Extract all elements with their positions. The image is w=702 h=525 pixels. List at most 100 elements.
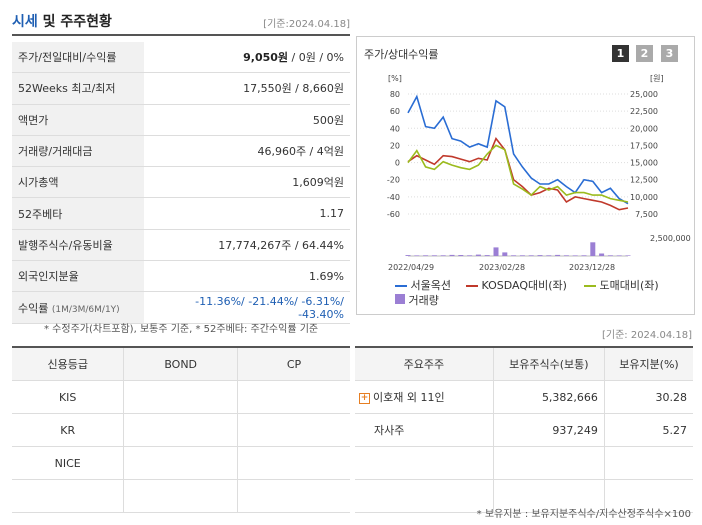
left-tick-label: 20 [390, 141, 400, 150]
credit-cell [123, 413, 238, 447]
volume-bar [616, 255, 622, 256]
info-value: 1.69% [144, 260, 350, 293]
info-label-text: 외국인지분율 [18, 270, 79, 284]
left-tick-label: 80 [390, 90, 400, 99]
volume-bar [563, 255, 569, 256]
credit-cell [236, 446, 350, 480]
right-tick-label: 12,500 [630, 176, 658, 185]
legend-swatch-green [584, 285, 596, 287]
current-price: 9,050원 [243, 51, 289, 65]
header-rule [12, 34, 350, 36]
title-highlight: 시세 [12, 14, 38, 30]
credit-cell [236, 380, 350, 414]
info-value-text: 17,774,267주 / 64.44% [218, 238, 344, 252]
legend-swatch-red [466, 285, 478, 287]
holder-column-header: 주요주주 [355, 346, 494, 381]
credit-column-header: 신용등급 [12, 346, 125, 381]
info-row: 외국인지분율 1.69% [12, 260, 350, 293]
chart-page-2-button[interactable]: 2 [636, 45, 653, 62]
volume-bar [502, 252, 508, 256]
right-unit: [원] [650, 74, 664, 83]
volume-bar [555, 254, 561, 256]
info-label: 발행주식수/유동비율 [12, 229, 144, 262]
volume-bar [599, 253, 605, 256]
credit-cell [236, 413, 350, 447]
chart-y-ticks: 80 25,000 60 22,500 40 20,000 20 17,500 0 15,000 -… [387, 90, 658, 219]
volume-bar [537, 255, 543, 256]
info-label: 수익률 (1M/3M/6M/1Y) [12, 291, 144, 324]
page-title: 시세 및 주주현황 [12, 11, 112, 31]
volume-bar [423, 255, 429, 256]
info-label: 52Weeks 최고/최저 [12, 72, 144, 105]
volume-bar [467, 255, 473, 256]
volume-bar [528, 255, 534, 256]
expand-plus-icon[interactable]: + [359, 392, 370, 404]
volume-bar [484, 255, 490, 256]
right-tick-label: 22,500 [630, 107, 658, 116]
right-tick-label: 10,000 [630, 193, 658, 202]
volume-bar [625, 255, 631, 256]
left-tick-label: -20 [387, 176, 400, 185]
info-label: 액면가 [12, 104, 144, 136]
left-tick-label: -60 [387, 210, 400, 219]
info-label-text: 52Weeks 최고/최저 [18, 82, 116, 96]
left-tick-label: 0 [395, 159, 400, 168]
legend-item-volume: 거래량 [395, 292, 439, 308]
info-label: 시가총액 [12, 166, 144, 199]
credit-cell: NICE [12, 446, 125, 480]
legend-label: KOSDAQ대비(좌) [481, 279, 567, 292]
volume-bar [458, 255, 464, 256]
volume-bar [546, 255, 552, 256]
credit-cell [236, 479, 350, 513]
holder-row [355, 446, 693, 480]
info-label-text: 시가총액 [18, 176, 59, 190]
holder-shares [492, 446, 605, 480]
holder-note: * 보유지분 : 보유지분주식수/지수산정주식수×100 [476, 509, 691, 520]
x-label-2: 2023/02/28 [479, 263, 525, 272]
volume-bar [475, 254, 481, 256]
credit-cell [123, 479, 238, 513]
holder-shares: 937,249 [492, 413, 605, 447]
info-row: 52Weeks 최고/최저 17,550원 / 8,660원 [12, 72, 350, 105]
info-value-text: 1,609억원 [292, 176, 344, 190]
volume-bars [405, 242, 631, 256]
info-label-text: 주가/전일대비/수익률 [18, 51, 117, 65]
credit-rating-table: 신용등급 BOND CP KIS KR NICE [12, 346, 350, 513]
volume-bar [440, 255, 446, 256]
right-tick-label: 7,500 [635, 210, 658, 219]
legend-label: 도매대비(좌) [599, 279, 659, 292]
holder-column-header: 보유지분(%) [603, 346, 693, 381]
holder-row [355, 479, 693, 513]
volume-bar [511, 255, 517, 256]
holder-name-cell: 자사주 [355, 413, 494, 447]
info-label: 외국인지분율 [12, 260, 144, 293]
credit-row: KIS [12, 380, 350, 414]
price-info-table: 주가/전일대비/수익률 9,050원 / 0원 / 0% 52Weeks 최고/최저… [12, 42, 350, 324]
right-tick-label: 17,500 [630, 141, 658, 150]
holder-name-cell [355, 446, 494, 480]
series-line-1 [407, 137, 629, 211]
info-value-text: 17,550원 / 8,660원 [243, 82, 344, 96]
credit-cell [123, 446, 238, 480]
info-value-text: 46,960주 / 4억원 [257, 145, 344, 159]
right-tick-label: 15,000 [630, 159, 658, 168]
x-label-1: 2022/04/29 [388, 263, 434, 272]
right-tick-label: 20,000 [630, 124, 658, 133]
legend-item-seoul-auction: 서울옥션 [395, 277, 451, 293]
chart-grid [408, 93, 628, 257]
volume-bar [590, 242, 596, 256]
chart-panel [356, 36, 695, 315]
info-row: 액면가 500원 [12, 104, 350, 136]
credit-cell [123, 380, 238, 414]
chart-page-3-button[interactable]: 3 [661, 45, 678, 62]
info-value-text: 1.17 [319, 207, 345, 221]
price-chart: [%] [원] 80 25,000 60 22,500 40 20,000 20 17,500… [387, 74, 691, 272]
credit-cell: KR [12, 413, 125, 447]
chart-page-1-button[interactable]: 1 [612, 45, 629, 62]
info-row: 발행주식수/유동비율 17,774,267주 / 64.44% [12, 229, 350, 262]
volume-bar [493, 247, 499, 256]
info-label-small: (1M/3M/6M/1Y) [51, 304, 120, 315]
price-note: * 수정주가(차트포함), 보통주 기준, * 52주베타: 주간수익률 기준 [44, 324, 319, 335]
info-label: 거래량/거래대금 [12, 135, 144, 168]
right-tick-label: 25,000 [630, 90, 658, 99]
